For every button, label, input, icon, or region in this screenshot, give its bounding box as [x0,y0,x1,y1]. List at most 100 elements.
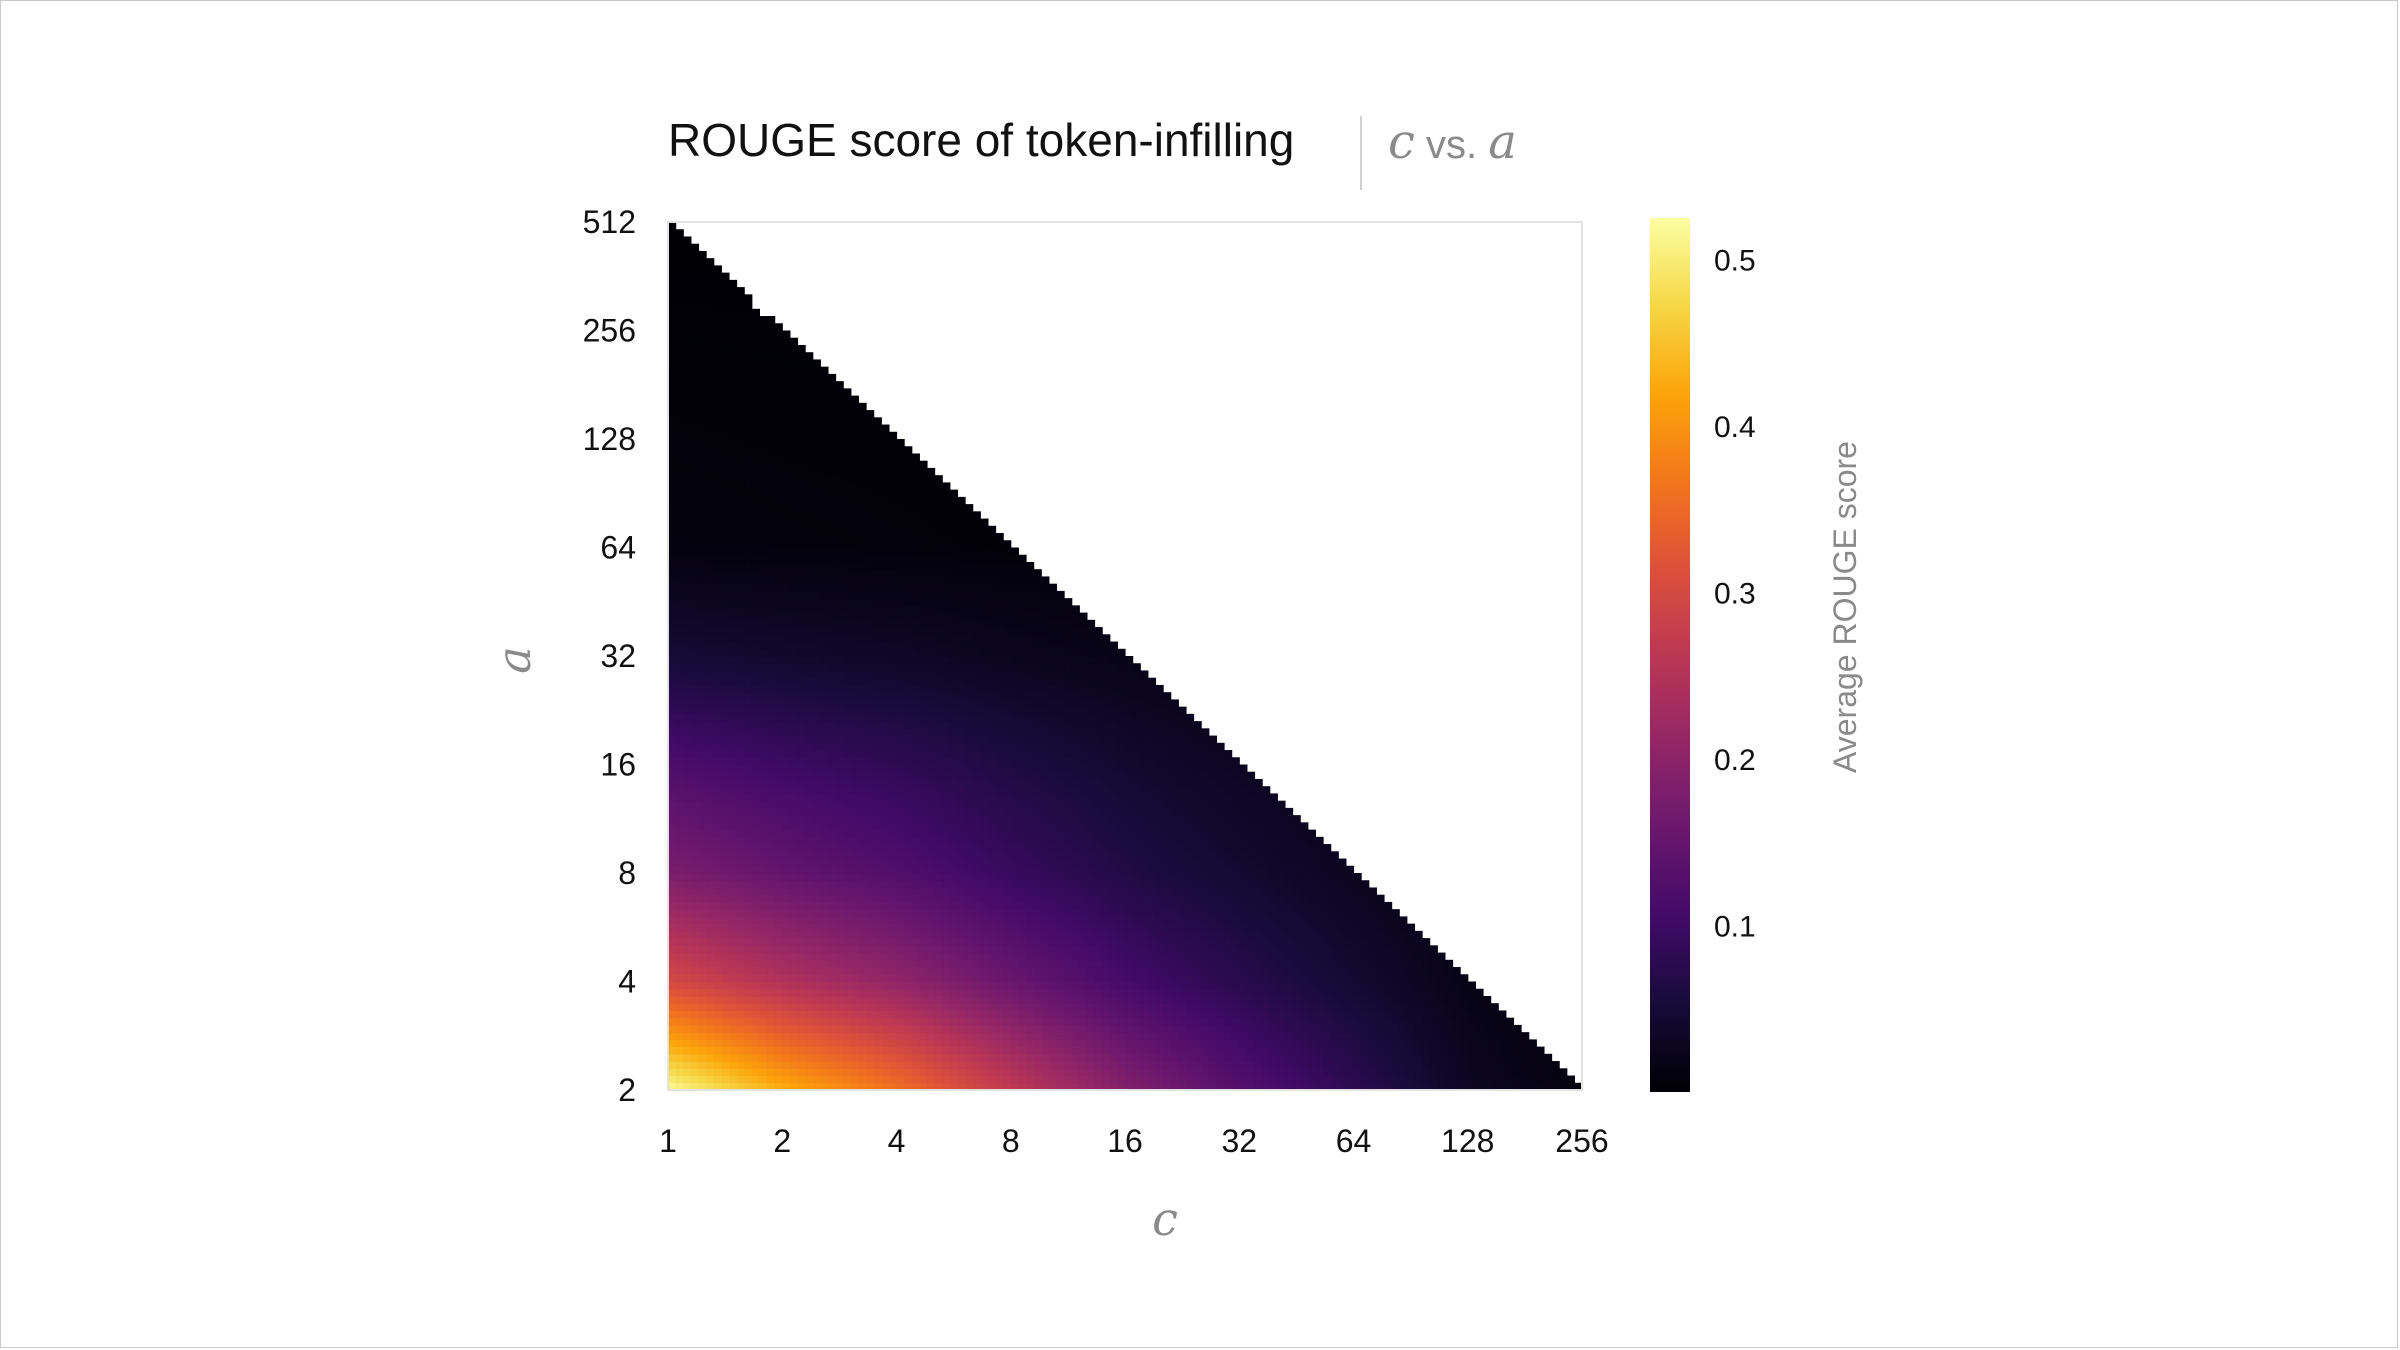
heatmap-cell [713,844,722,852]
heatmap-cell [835,424,844,433]
heatmap-cell [888,938,898,946]
heatmap-cell [820,735,829,744]
heatmap-cell [919,612,928,621]
heatmap-cell [1003,1053,1012,1062]
heatmap-cell [721,865,730,874]
heatmap-cell [668,1068,677,1077]
heatmap-cell [1056,894,1065,903]
heatmap-cell [789,1046,799,1055]
heatmap-cell [911,1039,920,1048]
heatmap-cell [713,533,722,541]
heatmap-cell [957,995,966,1004]
heatmap-cell [850,815,860,823]
heatmap-cell [812,605,821,614]
heatmap-cell [942,873,951,881]
heatmap-cell [782,967,791,975]
heatmap-cell [1003,873,1012,881]
heatmap-cell [858,489,867,498]
heatmap-cell [805,786,814,795]
heatmap-cell [683,634,692,643]
heatmap-cell [728,836,738,845]
heatmap-cell [972,648,981,657]
heatmap-cell [728,424,738,433]
heatmap-cell [789,576,799,585]
heatmap-cell [767,713,776,722]
heatmap-cell [987,865,997,874]
heatmap-cell [744,561,753,570]
heatmap-cell [873,605,882,614]
heatmap-cell [759,822,768,831]
heatmap-cell [675,424,684,433]
heatmap-cell [736,1039,745,1048]
heatmap-cell [858,858,867,867]
heatmap-cell [949,713,959,722]
heatmap-cell [668,561,677,570]
heatmap-cell [965,533,974,541]
heatmap-cell [972,1046,981,1055]
heatmap-cell [949,851,959,860]
heatmap-cell [843,894,852,903]
heatmap-cell [850,1046,860,1055]
heatmap-cell [789,851,799,860]
heatmap-cell [805,467,814,476]
heatmap-cell [1010,873,1019,881]
heatmap-cell [812,894,821,903]
heatmap-cell [972,793,981,802]
heatmap-cell [683,1046,692,1055]
heatmap-cell [980,844,989,852]
heatmap-cell [1010,995,1019,1004]
heatmap-cell [1003,901,1012,910]
heatmap-cell [942,844,951,852]
heatmap-cell [698,561,707,570]
heatmap-cell [728,1075,738,1084]
heatmap-cell [1064,778,1073,787]
heatmap-cell [782,815,791,823]
heatmap-cell [721,1075,730,1084]
heatmap-cell [926,742,936,751]
heatmap-cell [957,822,966,831]
heatmap-cell [713,938,722,946]
heatmap-cell [873,699,882,708]
heatmap-cell [896,619,905,628]
heatmap-cell [843,677,852,686]
heatmap-cell [1064,959,1073,968]
heatmap-cell [827,829,837,838]
heatmap-cell [713,1032,722,1040]
heatmap-cell [721,807,730,816]
heatmap-cell [957,938,966,946]
heatmap-cell [797,670,806,679]
heatmap-cell [926,467,936,476]
heatmap-cell [1064,800,1073,809]
heatmap-cell [926,656,936,664]
heatmap-cell [1018,887,1027,896]
heatmap-cell [690,518,700,527]
heatmap-cell [774,807,783,816]
heatmap-cell [683,308,692,317]
heatmap-cell [1003,569,1012,578]
heatmap-cell [690,851,700,860]
heatmap-cell [713,706,722,715]
heatmap-cell [1056,1046,1065,1055]
heatmap-cell [1056,713,1065,722]
heatmap-cell [751,663,760,672]
heatmap-cell [668,786,677,795]
heatmap-cell [797,923,806,932]
heatmap-cell [881,1032,890,1040]
heatmap-cell [843,475,852,483]
heatmap-cell [1025,1053,1035,1062]
heatmap-cell [1003,894,1012,903]
heatmap-cell [995,807,1004,816]
heatmap-cell [706,901,715,910]
heatmap-cell [965,851,974,860]
heatmap-cell [1041,619,1050,628]
heatmap-cell [980,1032,989,1040]
heatmap-cell [820,395,829,404]
heatmap-cell [827,656,837,664]
heatmap-cell [774,901,783,910]
heatmap-cell [1025,757,1035,766]
heatmap-cell [995,959,1004,968]
heatmap-cell [820,540,829,549]
heatmap-cell [675,858,684,867]
heatmap-cell [957,576,966,585]
heatmap-cell [767,561,776,570]
